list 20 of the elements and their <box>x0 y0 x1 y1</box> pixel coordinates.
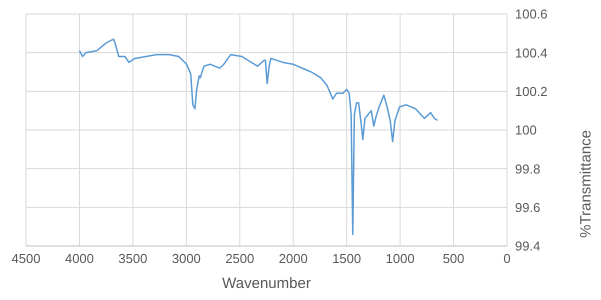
y-tick-label: 99.4 <box>515 238 540 254</box>
y-tick-label: 99.6 <box>515 200 540 215</box>
x-tick-label: 1500 <box>332 251 362 266</box>
x-tick-label: 4000 <box>64 251 94 266</box>
line-series <box>78 38 438 236</box>
y-tick-label: 100.2 <box>515 84 548 99</box>
x-tick-label: 2000 <box>278 251 308 266</box>
y-tick-label: 99.8 <box>515 161 540 176</box>
x-axis-title: Wavenumber <box>222 275 311 292</box>
x-tick-label: 0 <box>503 251 511 266</box>
y-tick-label: 100 <box>515 122 537 138</box>
x-tick-label: 3500 <box>118 251 148 266</box>
x-tick-label: 1000 <box>386 251 415 266</box>
y-tick-label: 100.6 <box>515 6 548 22</box>
x-tick-label: 4500 <box>12 251 40 266</box>
x-tick-label: 3000 <box>172 251 201 266</box>
y-tick-label: 100.4 <box>515 45 548 60</box>
y-axis-title: %Transmittance <box>577 130 594 238</box>
x-tick-label: 500 <box>442 251 464 266</box>
x-tick-label: 2500 <box>225 251 254 266</box>
